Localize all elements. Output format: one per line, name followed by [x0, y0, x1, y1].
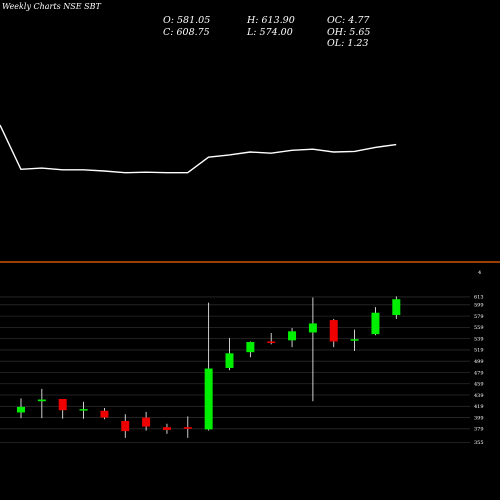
- close-price-line: [0, 124, 397, 174]
- y-tick-label: 559: [474, 325, 484, 331]
- candle-down: [100, 410, 109, 418]
- chart-title: Weekly Charts NSE SBT: [2, 2, 101, 11]
- candle-up: [371, 312, 380, 335]
- y-tick-label: 499: [474, 359, 484, 365]
- candles: [17, 296, 401, 438]
- y-tick-label: 459: [474, 382, 484, 388]
- candle-up: [350, 339, 359, 341]
- candle-up: [308, 323, 317, 333]
- y-tick-label: 399: [474, 415, 484, 421]
- candle-up: [17, 406, 25, 413]
- candle-up: [204, 368, 213, 430]
- candle-up: [37, 399, 46, 402]
- candle-up: [225, 353, 234, 368]
- y-tick-label: 419: [474, 404, 484, 410]
- high-value: H: 613.90: [246, 15, 295, 26]
- open-value: O: 581.05: [163, 15, 210, 26]
- y-tick-label: 479: [474, 370, 484, 376]
- candle-down: [142, 417, 151, 427]
- y-tick-label: 613: [474, 295, 484, 301]
- low-value: L: 574.00: [246, 27, 293, 38]
- candle-down: [267, 341, 276, 343]
- candle-up: [246, 342, 255, 353]
- candle-up: [392, 299, 401, 315]
- candle-up: [288, 331, 297, 341]
- y-tick-label: 355: [474, 440, 484, 446]
- candle-down: [162, 427, 171, 430]
- candle-down: [329, 320, 338, 342]
- y-tick-label: 439: [474, 393, 484, 399]
- y-tick-label: 379: [474, 427, 484, 433]
- ol-value: OL: 1.23: [327, 38, 368, 49]
- y-tick-label: 599: [474, 303, 484, 309]
- price-line-panel: [0, 124, 397, 174]
- candle-down: [183, 427, 192, 429]
- close-value: C: 608.75: [163, 27, 210, 38]
- y-tick-label: 579: [474, 314, 484, 320]
- grid-lines: [0, 296, 470, 443]
- axis-marker: 4: [478, 270, 481, 276]
- candle-down: [121, 420, 130, 432]
- oc-value: OC: 4.77: [327, 15, 370, 26]
- y-axis: 355 379 399 419 439 459 479 499 519 539 559 579 599 6…: [474, 295, 484, 446]
- candle-up: [79, 409, 88, 411]
- y-tick-label: 519: [474, 348, 484, 354]
- oh-value: OH: 5.65: [327, 27, 370, 38]
- candle-down: [58, 398, 67, 411]
- y-tick-label: 539: [474, 336, 484, 342]
